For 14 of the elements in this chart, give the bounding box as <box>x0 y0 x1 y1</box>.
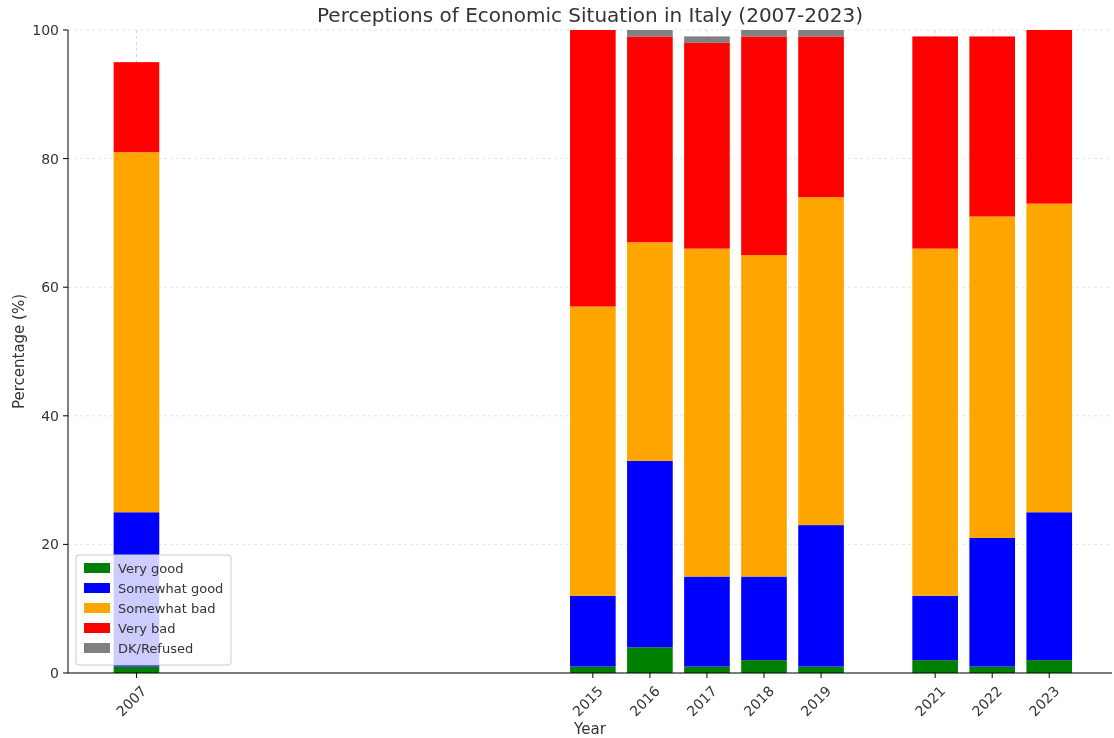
y-axis-title: Percentage (%) <box>10 293 28 410</box>
legend-label: DK/Refused <box>118 640 194 656</box>
legend-label: Very good <box>118 560 184 576</box>
y-tick-label: 0 <box>50 664 59 681</box>
legend-label: Somewhat good <box>118 580 224 596</box>
y-tick-label: 20 <box>41 536 59 553</box>
y-tick-label: 100 <box>32 21 59 38</box>
legend-label: Somewhat bad <box>118 600 216 616</box>
y-tick-label: 40 <box>41 407 59 424</box>
y-tick-label: 60 <box>41 279 59 296</box>
y-tick-label: 80 <box>41 150 59 167</box>
chart-title: Perceptions of Economic Situation in Italy (2007-2023) <box>317 3 863 27</box>
x-axis-title: Year <box>573 720 607 738</box>
legend-label: Very bad <box>118 620 176 636</box>
